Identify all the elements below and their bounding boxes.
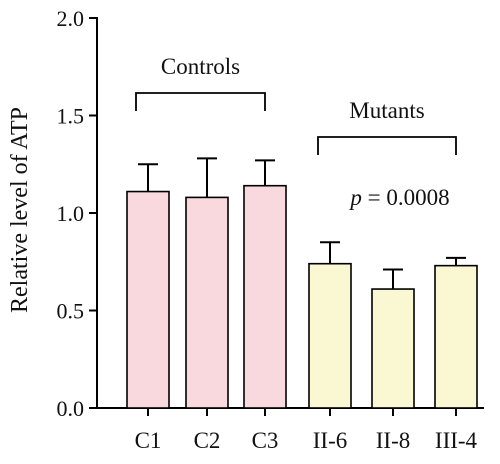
y-tick-label: 1.0 <box>57 201 85 226</box>
y-tick-label: 2.0 <box>57 6 85 31</box>
axes: 0.0 0.5 1.0 1.5 2.0 C1 C2 C3 II-6 II-8 III-4 <box>57 6 484 453</box>
y-tick-label: 0.5 <box>57 299 85 324</box>
group-brackets: Controls Mutants <box>135 54 457 155</box>
x-tick-label: II-8 <box>376 428 410 453</box>
y-axis-label: Relative level of ATP <box>7 107 33 313</box>
bar-c2 <box>185 196 229 409</box>
group-bracket <box>317 136 457 155</box>
bar-c3 <box>243 184 287 409</box>
y-tick-label: 0.0 <box>57 396 85 421</box>
p-symbol: p <box>348 185 362 210</box>
x-tick-label: C2 <box>194 428 221 453</box>
group-label-mutants: Mutants <box>349 98 424 123</box>
bar-c1 <box>126 190 170 409</box>
p-value-annotation: p = 0.0008 <box>348 185 449 210</box>
y-tick-label: 1.5 <box>57 104 85 129</box>
x-tick-label: C1 <box>135 428 162 453</box>
bar-iii-4 <box>434 264 478 409</box>
bar-ii-8 <box>371 288 415 409</box>
p-value-text: = 0.0008 <box>362 185 450 210</box>
x-tick-label: III-4 <box>435 428 478 453</box>
bars <box>126 184 478 409</box>
x-tick-label: II-6 <box>313 428 347 453</box>
x-tick-label: C3 <box>252 428 279 453</box>
bar-ii-6 <box>308 262 352 409</box>
group-bracket <box>135 92 266 111</box>
group-label-controls: Controls <box>161 54 240 79</box>
error-bars <box>138 157 466 290</box>
